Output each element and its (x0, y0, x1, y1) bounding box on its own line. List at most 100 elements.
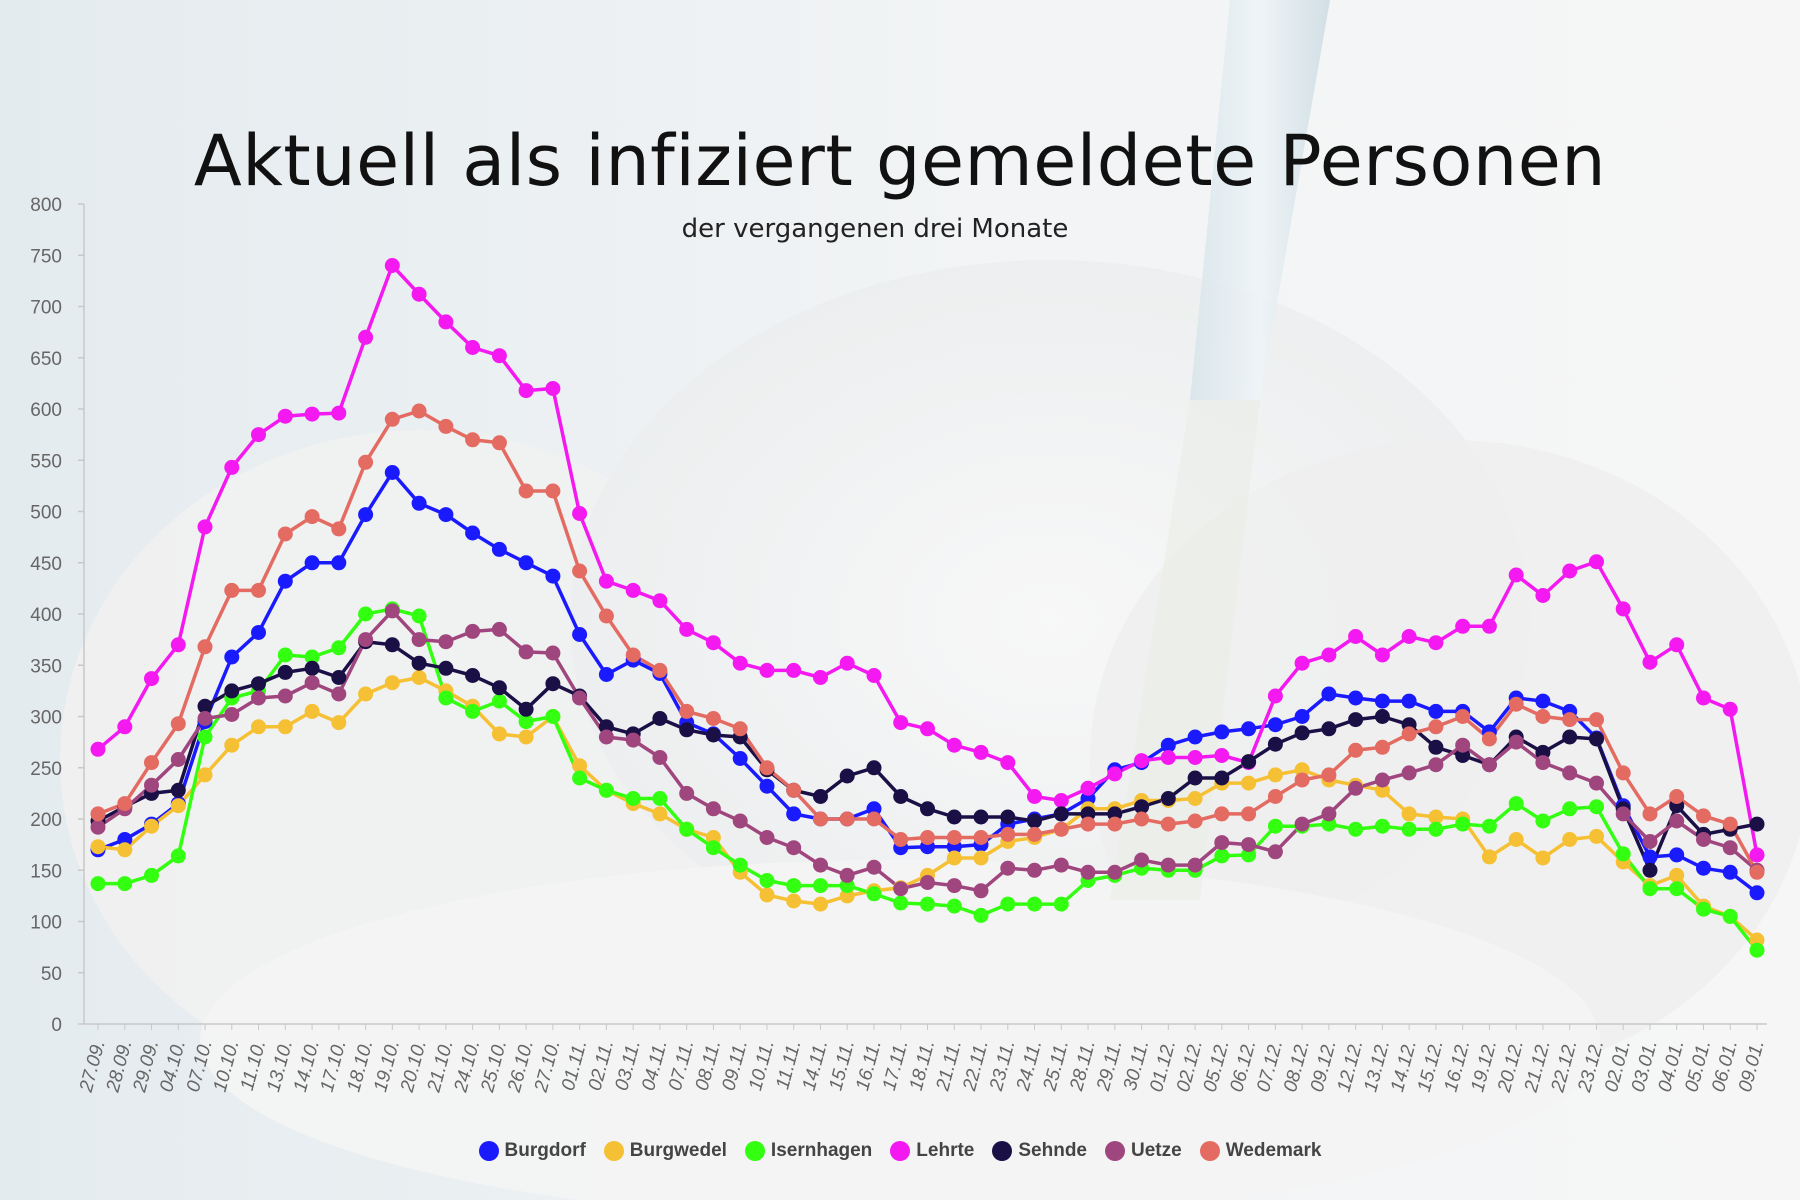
data-point-lehrte (1508, 567, 1524, 583)
data-point-sehnde (1428, 739, 1444, 755)
legend-swatch (1105, 1141, 1125, 1161)
data-point-uetze (1000, 860, 1016, 876)
data-point-uetze (1401, 765, 1417, 781)
y-tick-label: 350 (30, 656, 62, 677)
data-point-wedemark (491, 435, 507, 451)
data-point-lehrte (572, 506, 588, 521)
data-point-wedemark (358, 454, 374, 470)
legend-item-wedemark: Wedemark (1199, 1140, 1321, 1162)
data-point-isernhagen (277, 647, 293, 663)
data-point-lehrte (705, 635, 721, 651)
data-point-lehrte (1000, 755, 1016, 771)
data-point-isernhagen (866, 886, 882, 902)
data-point-burgdorf (411, 495, 427, 511)
data-point-lehrte (920, 721, 935, 737)
data-point-sehnde (170, 782, 186, 798)
data-point-burgdorf (438, 507, 454, 523)
data-point-lehrte (1562, 563, 1578, 579)
data-point-sehnde (1589, 731, 1604, 747)
data-point-uetze (545, 645, 561, 661)
data-point-sehnde (277, 664, 293, 680)
y-tick-label: 50 (41, 964, 62, 985)
data-point-wedemark (946, 830, 962, 845)
data-point-lehrte (1401, 629, 1417, 644)
data-point-burgdorf (251, 625, 266, 640)
data-point-wedemark (545, 483, 561, 499)
data-point-wedemark (1241, 806, 1257, 822)
data-point-burgwedel (491, 726, 507, 742)
data-point-isernhagen (572, 770, 588, 786)
data-point-lehrte (251, 427, 266, 443)
data-point-uetze (1080, 864, 1096, 880)
data-point-lehrte (1428, 635, 1444, 651)
data-point-burgdorf (1241, 721, 1257, 737)
data-point-lehrte (1374, 647, 1390, 663)
data-point-wedemark (1027, 826, 1042, 842)
data-point-isernhagen (545, 709, 561, 724)
data-point-uetze (1214, 835, 1230, 851)
data-point-sehnde (465, 668, 481, 683)
data-point-wedemark (170, 716, 186, 732)
data-point-wedemark (973, 830, 989, 845)
data-point-sehnde (545, 676, 561, 692)
data-point-uetze (973, 883, 989, 899)
data-point-sehnde (438, 660, 454, 676)
data-point-lehrte (1187, 750, 1203, 765)
data-point-lehrte (1696, 690, 1711, 706)
data-point-uetze (1027, 862, 1042, 878)
data-point-burgdorf (1696, 860, 1711, 876)
data-point-isernhagen (732, 857, 748, 873)
data-point-wedemark (1508, 696, 1524, 712)
data-point-lehrte (652, 593, 668, 609)
data-point-wedemark (1615, 765, 1631, 781)
data-point-wedemark (1187, 813, 1203, 829)
data-point-lehrte (1589, 554, 1604, 570)
data-point-sehnde (705, 727, 721, 743)
data-point-burgdorf (759, 778, 775, 794)
data-point-isernhagen (813, 878, 828, 894)
data-point-wedemark (331, 521, 347, 537)
data-point-lehrte (866, 668, 882, 683)
data-point-isernhagen (1481, 818, 1497, 834)
legend-label: Burgwedel (629, 1140, 727, 1161)
data-point-isernhagen (90, 876, 106, 892)
data-point-lehrte (170, 637, 186, 653)
data-point-burgwedel (170, 798, 186, 814)
data-point-burgdorf (1722, 864, 1738, 880)
data-point-burgwedel (1508, 832, 1524, 847)
data-point-isernhagen (973, 907, 989, 923)
data-point-isernhagen (1562, 801, 1578, 817)
data-point-burgdorf (786, 806, 802, 822)
data-point-uetze (1107, 864, 1123, 880)
data-point-uetze (438, 634, 454, 650)
data-point-burgwedel (1428, 809, 1444, 825)
data-point-lehrte (465, 340, 481, 355)
data-point-isernhagen (1401, 821, 1417, 837)
data-point-uetze (813, 857, 828, 873)
data-point-lehrte (358, 329, 374, 345)
data-point-lehrte (90, 741, 106, 757)
data-point-burgwedel (117, 842, 133, 858)
data-point-isernhagen (1615, 846, 1631, 862)
data-point-lehrte (1107, 766, 1123, 782)
data-point-lehrte (1160, 750, 1176, 765)
data-point-burgdorf (1348, 690, 1364, 706)
data-point-wedemark (1294, 772, 1310, 788)
data-point-uetze (866, 859, 882, 875)
data-point-lehrte (1348, 629, 1364, 644)
data-point-isernhagen (759, 873, 775, 888)
data-point-sehnde (304, 660, 320, 676)
data-point-isernhagen (438, 690, 454, 706)
data-point-burgdorf (545, 568, 561, 584)
data-point-lehrte (946, 737, 962, 753)
data-point-wedemark (1160, 816, 1176, 832)
data-point-uetze (1321, 806, 1337, 822)
data-point-burgwedel (1267, 767, 1283, 783)
legend-item-uetze: Uetze (1105, 1140, 1182, 1162)
data-point-sehnde (1187, 770, 1203, 786)
data-point-burgdorf (1535, 693, 1551, 709)
data-point-burgwedel (1241, 775, 1257, 791)
data-point-sehnde (1000, 809, 1016, 825)
